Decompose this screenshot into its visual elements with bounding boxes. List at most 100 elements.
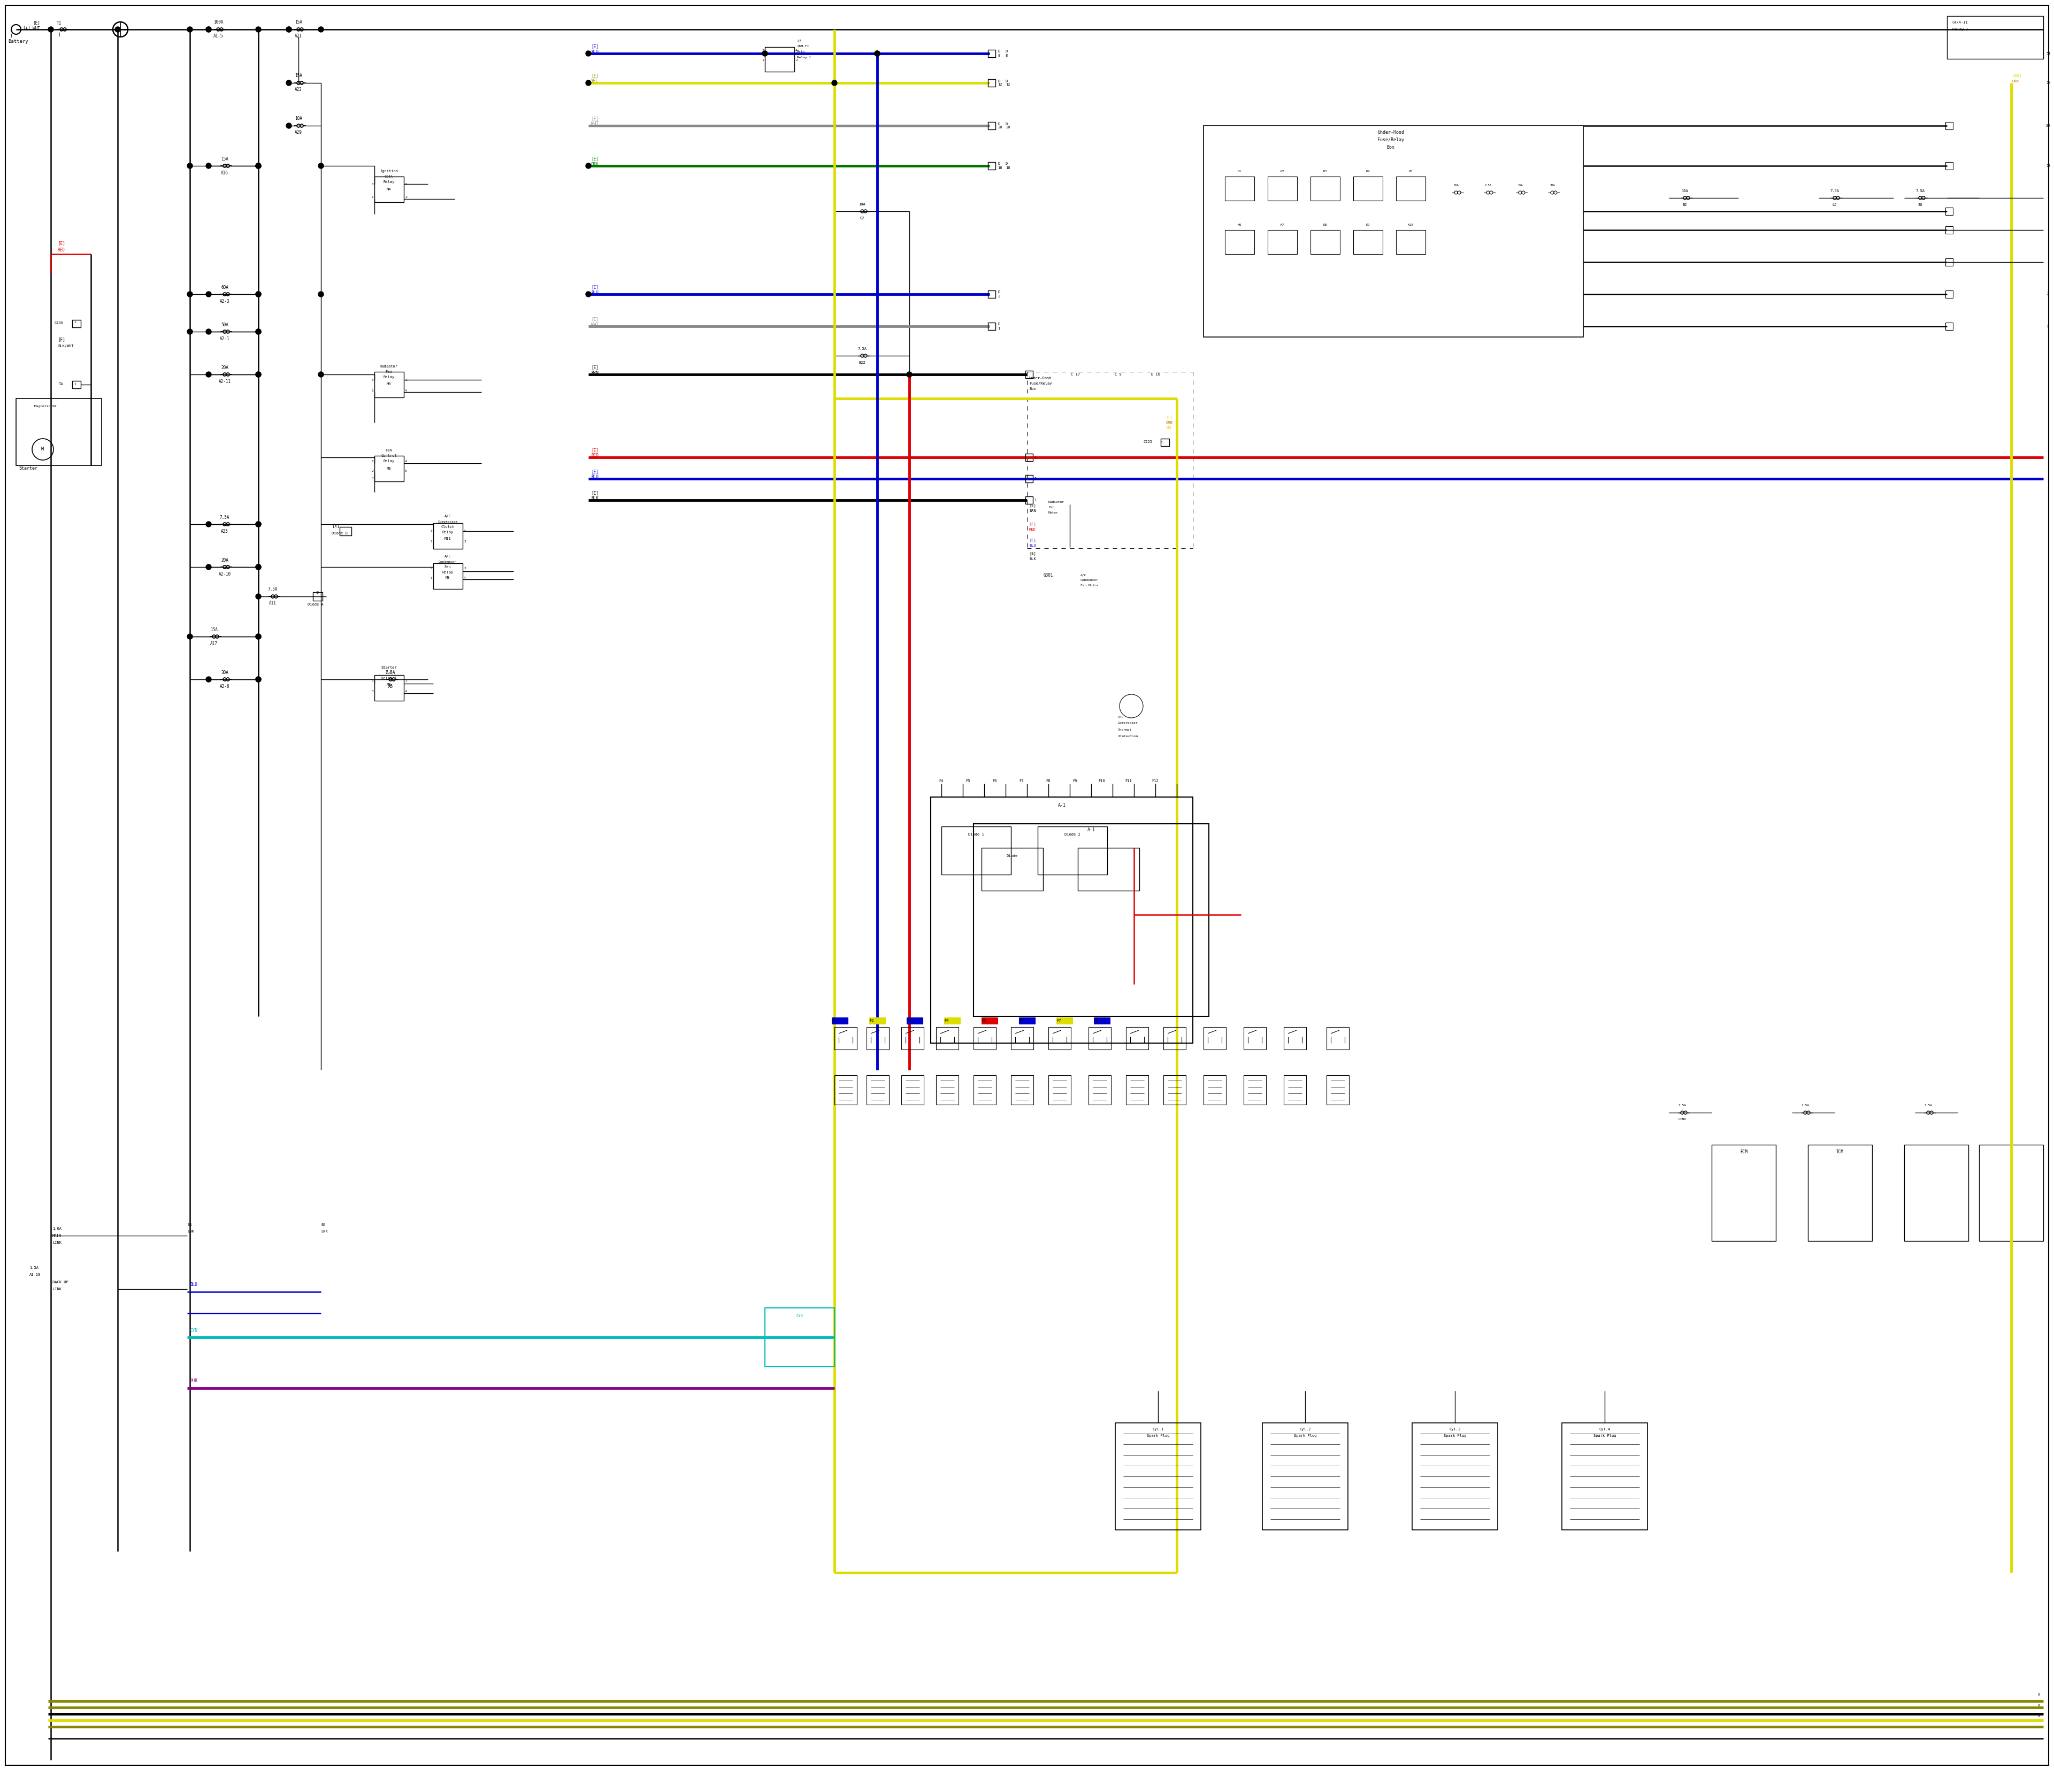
- Circle shape: [205, 330, 212, 335]
- Circle shape: [255, 521, 261, 527]
- Text: F3: F3: [908, 1020, 912, 1021]
- Text: Coil: Coil: [384, 176, 394, 177]
- Text: YEL: YEL: [1167, 426, 1173, 430]
- Text: 10A: 10A: [296, 116, 302, 122]
- Text: [E]: [E]: [592, 73, 598, 79]
- Bar: [764, 47, 795, 72]
- Bar: [1078, 848, 1140, 891]
- Text: A/C: A/C: [1117, 715, 1124, 719]
- Circle shape: [318, 27, 325, 32]
- Circle shape: [255, 564, 261, 570]
- Text: K7: K7: [1280, 224, 1284, 226]
- Bar: [1945, 258, 1953, 265]
- Text: Spark Plug: Spark Plug: [1594, 1434, 1616, 1437]
- Text: A11: A11: [269, 600, 277, 606]
- Circle shape: [286, 81, 292, 86]
- Bar: [1126, 1075, 1148, 1104]
- Text: F6: F6: [1019, 1020, 1025, 1021]
- Text: 7.5A: 7.5A: [1830, 190, 1838, 192]
- Text: A2-10: A2-10: [218, 572, 230, 577]
- Text: K10: K10: [1407, 224, 1413, 226]
- Bar: [1089, 1027, 1111, 1050]
- Text: [E]: [E]: [1029, 523, 1035, 527]
- Text: 50A: 50A: [222, 323, 228, 328]
- Text: D
8: D 8: [1006, 50, 1009, 57]
- Text: M3: M3: [446, 575, 450, 579]
- Text: Condenser: Condenser: [1080, 579, 1099, 582]
- Text: Cyl.2: Cyl.2: [1300, 1428, 1310, 1432]
- Bar: [1945, 290, 1953, 297]
- Bar: [902, 1027, 924, 1050]
- Text: Cyl.3: Cyl.3: [1450, 1428, 1460, 1432]
- Text: [x]: [x]: [331, 523, 339, 529]
- Bar: [339, 527, 351, 536]
- Text: Fan: Fan: [444, 566, 452, 568]
- Text: Cyl.1: Cyl.1: [1152, 1428, 1165, 1432]
- Bar: [988, 323, 996, 330]
- Bar: [1126, 1027, 1148, 1050]
- Text: F5: F5: [965, 780, 969, 783]
- Text: K8: K8: [1323, 224, 1327, 226]
- Bar: [1048, 1075, 1070, 1104]
- Circle shape: [255, 371, 261, 376]
- Text: ORN: ORN: [2013, 79, 2019, 82]
- Bar: [937, 1027, 959, 1050]
- Text: A5: A5: [388, 685, 392, 688]
- Text: 10A: 10A: [859, 202, 865, 206]
- Circle shape: [205, 292, 212, 297]
- Bar: [1327, 1075, 1349, 1104]
- Text: MAIN: MAIN: [53, 1235, 62, 1236]
- Circle shape: [187, 163, 193, 168]
- Text: 15A: 15A: [1518, 185, 1522, 186]
- Text: [E]: [E]: [592, 491, 598, 496]
- Text: 7.5A: 7.5A: [386, 670, 396, 676]
- Bar: [1397, 229, 1425, 254]
- Text: C4/4-11: C4/4-11: [1953, 22, 1968, 23]
- Text: G301: G301: [1043, 573, 1054, 577]
- Bar: [1011, 1075, 1033, 1104]
- Circle shape: [255, 330, 261, 335]
- Bar: [1980, 1145, 2044, 1242]
- Text: Relay: Relay: [442, 572, 454, 573]
- Text: 51: 51: [2046, 52, 2050, 56]
- Bar: [1204, 1027, 1226, 1050]
- Text: ECM: ECM: [1740, 1149, 1748, 1154]
- Bar: [72, 382, 80, 389]
- Bar: [764, 1308, 834, 1367]
- Text: [E]: [E]: [58, 240, 66, 246]
- Circle shape: [286, 124, 292, 129]
- Text: GRN: GRN: [592, 161, 598, 167]
- Text: 7.5A: 7.5A: [1485, 185, 1491, 186]
- Bar: [1413, 1423, 1497, 1530]
- Circle shape: [255, 634, 261, 640]
- Bar: [974, 1075, 996, 1104]
- Bar: [374, 371, 405, 398]
- Circle shape: [205, 677, 212, 683]
- Text: F12: F12: [1152, 780, 1158, 783]
- Text: 100A: 100A: [214, 20, 224, 25]
- Text: Fan: Fan: [386, 371, 392, 373]
- Text: A2-11: A2-11: [218, 378, 230, 383]
- Bar: [1056, 1018, 1072, 1023]
- Bar: [832, 1018, 848, 1023]
- Circle shape: [255, 521, 261, 527]
- Circle shape: [585, 81, 592, 86]
- Text: F7: F7: [1019, 780, 1025, 783]
- Text: C 9: C 9: [1115, 373, 1121, 376]
- Text: 15A: 15A: [296, 20, 302, 25]
- Text: 15A: 15A: [210, 627, 218, 633]
- Text: Relay 1: Relay 1: [797, 56, 811, 59]
- Bar: [1025, 371, 1033, 378]
- Text: Spark Plug: Spark Plug: [1444, 1434, 1467, 1437]
- Text: [E]: [E]: [1167, 416, 1173, 419]
- Text: [E]: [E]: [58, 337, 66, 342]
- Bar: [930, 797, 1193, 1043]
- Text: A21: A21: [296, 34, 302, 38]
- Text: BLU: BLU: [592, 475, 598, 480]
- Text: [E]: [E]: [592, 366, 598, 369]
- Text: A29: A29: [296, 131, 302, 134]
- Text: 18: 18: [2046, 165, 2050, 167]
- Bar: [1945, 323, 1953, 330]
- Text: BACK UP: BACK UP: [53, 1281, 68, 1283]
- Text: F5: F5: [982, 1020, 986, 1021]
